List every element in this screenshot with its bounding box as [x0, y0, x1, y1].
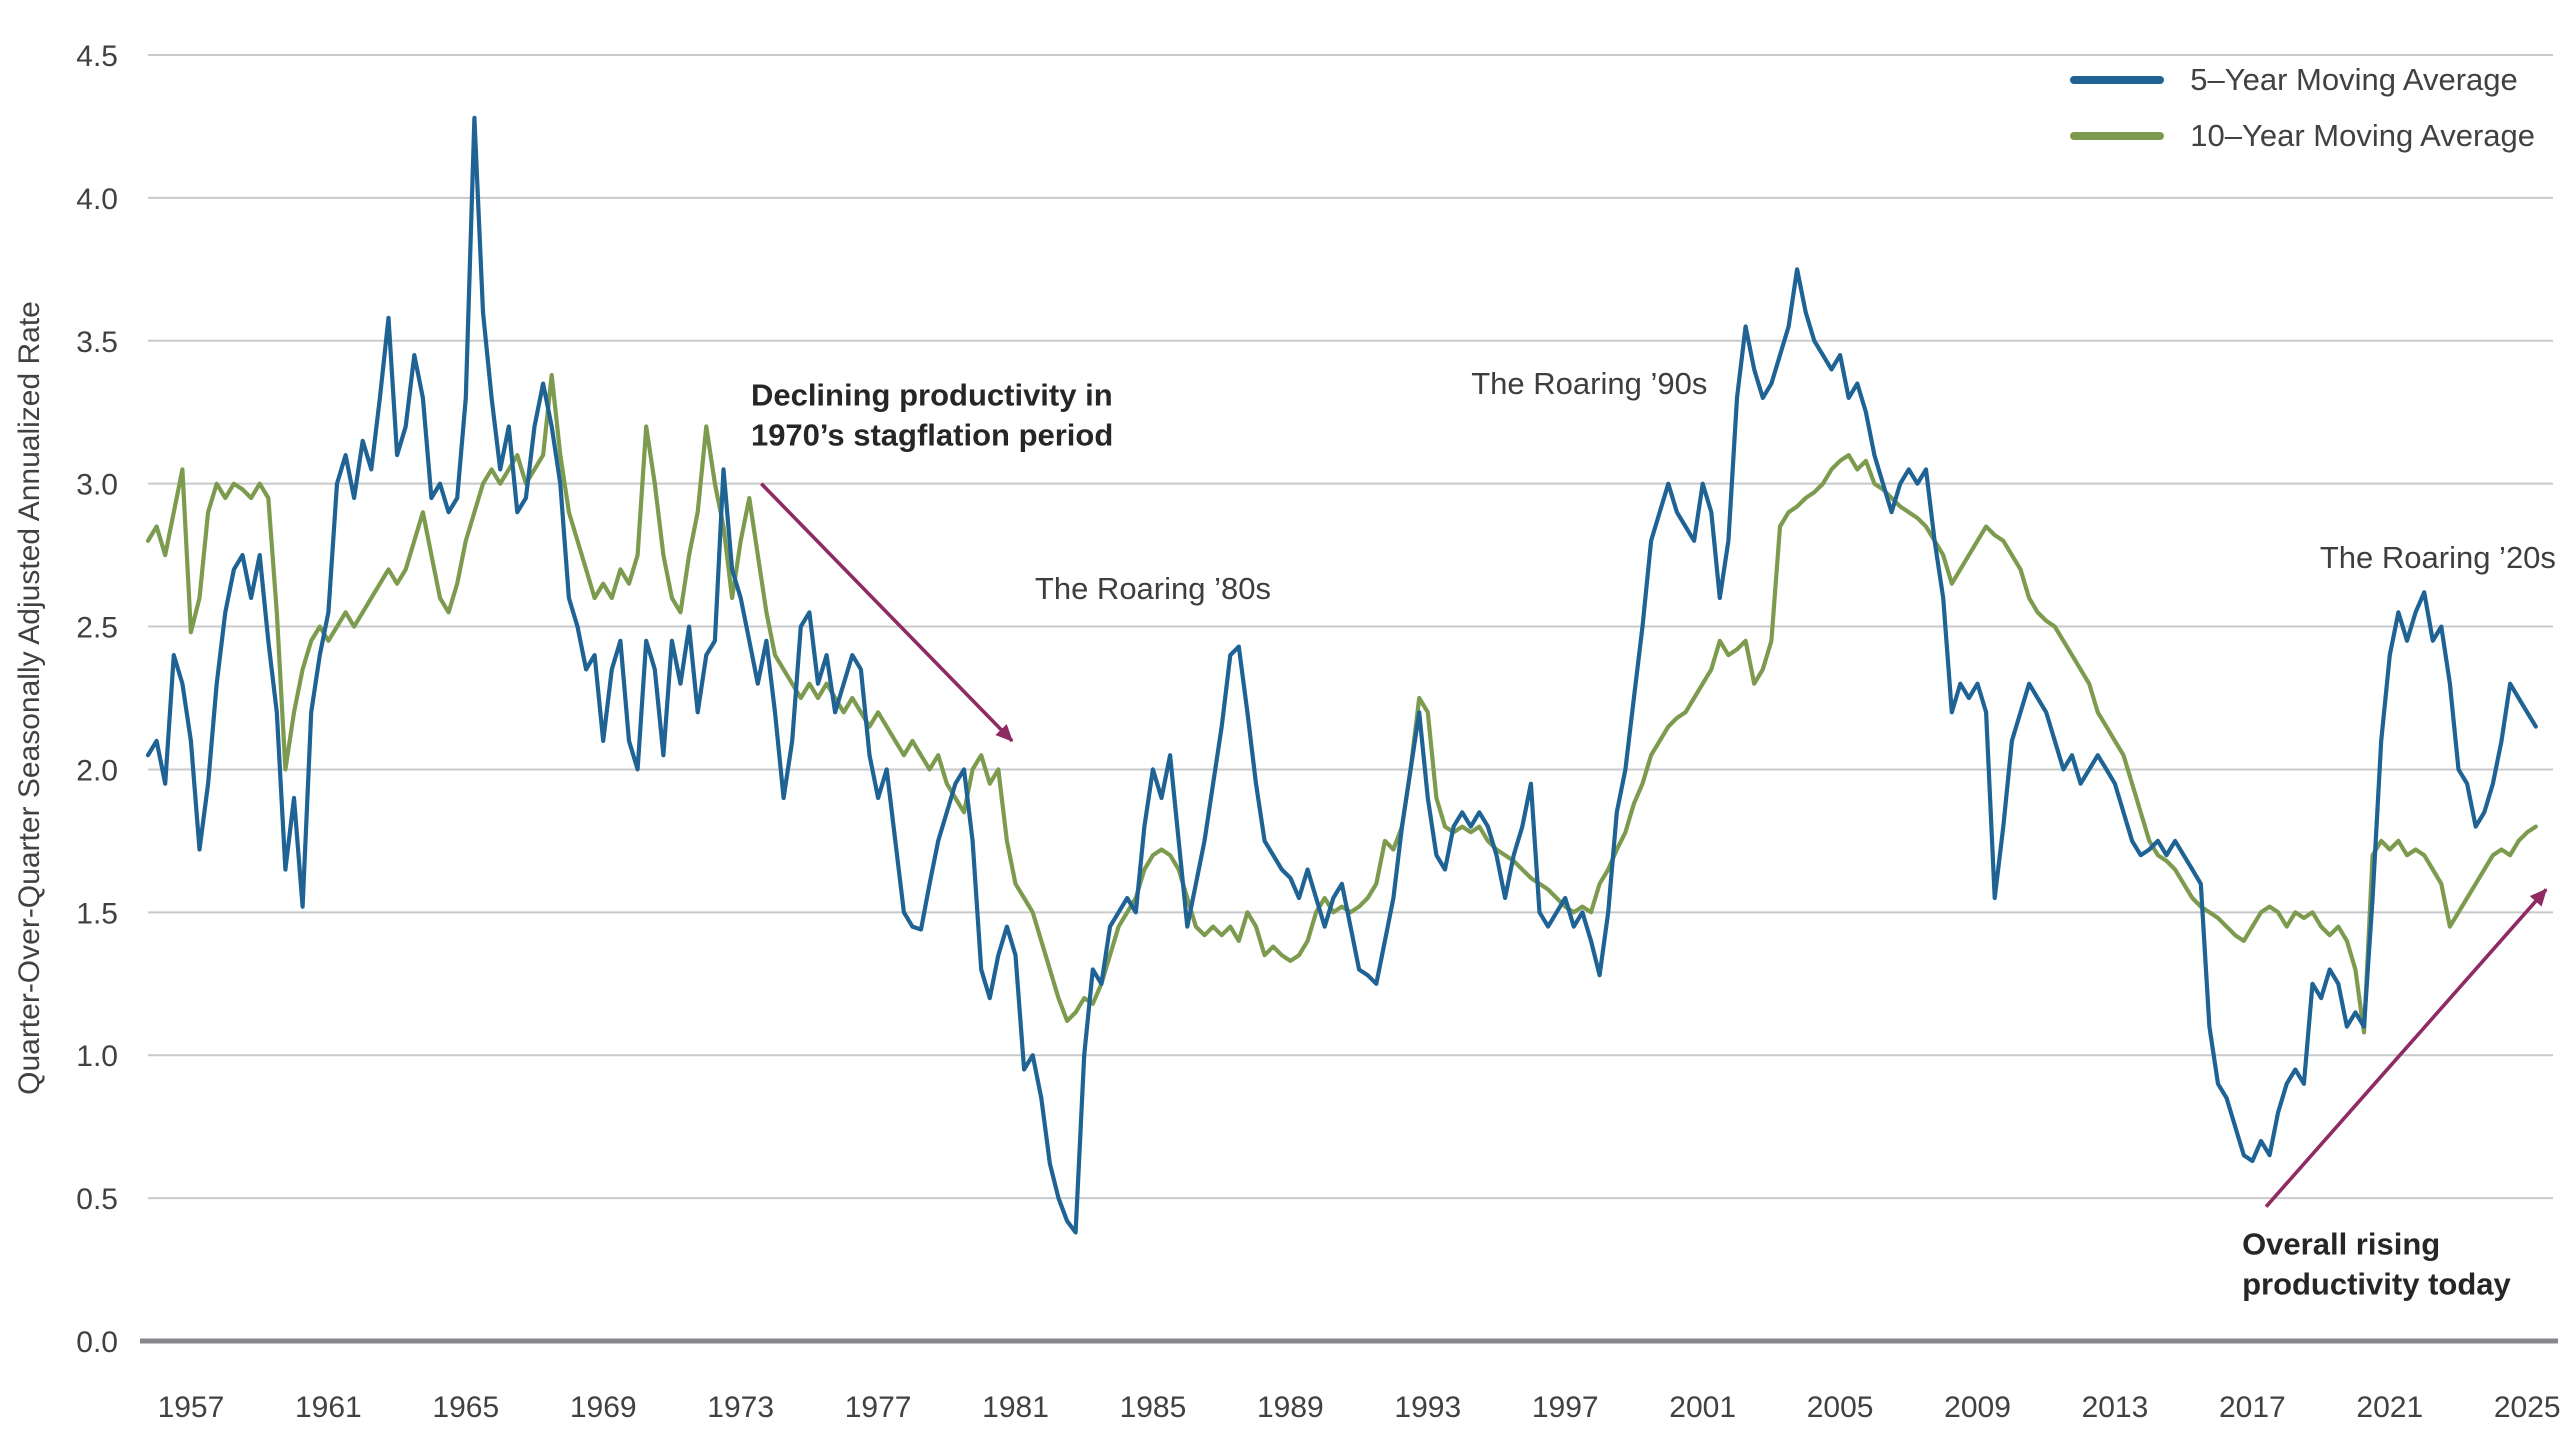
svg-text:1969: 1969: [570, 1391, 637, 1424]
svg-text:1989: 1989: [1257, 1391, 1324, 1424]
svg-text:2.5: 2.5: [76, 612, 118, 645]
svg-text:1993: 1993: [1394, 1391, 1461, 1424]
svg-text:3.0: 3.0: [76, 469, 118, 502]
legend-label-5yr-ma: 5–Year Moving Average: [2190, 62, 2518, 97]
svg-text:1985: 1985: [1120, 1391, 1187, 1424]
svg-text:2001: 2001: [1669, 1391, 1736, 1424]
svg-text:1961: 1961: [295, 1391, 362, 1424]
legend-item-5yr-ma: 5–Year Moving Average: [2070, 62, 2535, 98]
svg-text:3.5: 3.5: [76, 326, 118, 359]
svg-text:1957: 1957: [158, 1391, 225, 1424]
svg-text:1973: 1973: [707, 1391, 774, 1424]
svg-text:2.0: 2.0: [76, 754, 118, 787]
svg-text:1997: 1997: [1532, 1391, 1599, 1424]
svg-text:0.0: 0.0: [76, 1326, 118, 1359]
annotation-rising-today: Overall rising productivity today: [2242, 1226, 2511, 1301]
svg-text:0.5: 0.5: [76, 1183, 118, 1216]
svg-text:2025: 2025: [2494, 1391, 2561, 1424]
legend: 5–Year Moving Average 10–Year Moving Ave…: [2070, 62, 2535, 154]
svg-text:2009: 2009: [1944, 1391, 2011, 1424]
svg-text:1965: 1965: [432, 1391, 499, 1424]
svg-text:2021: 2021: [2356, 1391, 2423, 1424]
annotation-roaring-20s: The Roaring ’20s: [2319, 540, 2556, 576]
svg-text:1.0: 1.0: [76, 1040, 118, 1073]
annotation-roaring-90s: The Roaring ’90s: [1471, 365, 1708, 401]
legend-item-10yr-ma: 10–Year Moving Average: [2070, 118, 2535, 154]
annotation-stagflation: Declining productivity in 1970’s stagflat…: [750, 377, 1114, 453]
legend-label-10yr-ma: 10–Year Moving Average: [2190, 118, 2535, 153]
svg-text:2017: 2017: [2219, 1391, 2286, 1424]
annotation-roaring-80s: The Roaring ’80s: [1034, 571, 1271, 607]
svg-text:4.5: 4.5: [76, 40, 118, 73]
legend-line-swatch-5yr-icon: [2070, 76, 2165, 84]
svg-text:4.0: 4.0: [76, 183, 118, 216]
svg-text:2013: 2013: [2082, 1391, 2149, 1424]
svg-text:2005: 2005: [1807, 1391, 1874, 1424]
y-axis-title: Quarter-Over-Quarter Seasonally Adjusted…: [13, 301, 46, 1095]
svg-text:1977: 1977: [845, 1391, 912, 1424]
legend-line-swatch-10yr-icon: [2070, 132, 2165, 140]
svg-text:1.5: 1.5: [76, 897, 118, 930]
svg-text:1981: 1981: [982, 1391, 1049, 1424]
